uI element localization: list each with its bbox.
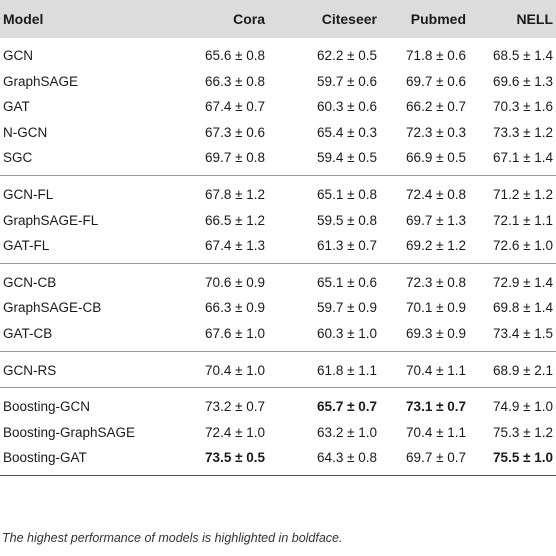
row-model-name: GraphSAGE-CB	[3, 300, 102, 316]
cell-nell: 73.3 ± 1.2	[493, 124, 553, 140]
cell-nell: 68.9 ± 2.1	[493, 362, 553, 378]
cell-pubmed: 69.3 ± 0.9	[406, 326, 466, 341]
table-bottom-rule	[0, 475, 556, 476]
cell-nell: 68.5 ± 1.4	[493, 48, 553, 63]
cell-cora: 65.6 ± 0.8	[205, 48, 265, 63]
cell-cora: 67.8 ± 1.2	[205, 187, 265, 202]
column-header-cora: Cora	[233, 11, 265, 27]
column-header-model: Model	[3, 11, 44, 27]
group-divider	[0, 350, 556, 352]
cell-pubmed: 69.7 ± 0.6	[406, 73, 466, 89]
cell-pubmed: 72.3 ± 0.3	[406, 124, 466, 140]
cell-pubmed: 69.7 ± 0.7	[406, 450, 466, 466]
cell-citeseer: 65.7 ± 0.7	[317, 399, 377, 415]
cell-cora: 67.6 ± 1.0	[205, 326, 265, 341]
row-model-name: Boosting-GraphSAGE	[3, 424, 136, 440]
row-model-name: N-GCN	[3, 124, 48, 140]
cell-nell: 69.6 ± 1.3	[493, 73, 553, 89]
row-model-name: GCN-CB	[3, 274, 57, 290]
cell-citeseer: 60.3 ± 0.6	[317, 99, 377, 115]
cell-citeseer: 59.4 ± 0.5	[317, 150, 377, 166]
cell-pubmed: 71.8 ± 0.6	[406, 48, 466, 63]
cell-citeseer: 59.5 ± 0.8	[317, 212, 377, 228]
cell-pubmed: 66.9 ± 0.5	[406, 150, 466, 166]
cell-nell: 75.3 ± 1.2	[493, 424, 553, 440]
row-model-name: GraphSAGE-FL	[3, 212, 99, 228]
cell-cora: 70.4 ± 1.0	[205, 362, 265, 378]
cell-cora: 72.4 ± 1.0	[205, 424, 265, 440]
cell-cora: 69.7 ± 0.8	[205, 150, 265, 166]
cell-cora: 66.5 ± 1.2	[205, 212, 265, 228]
cell-cora: 66.3 ± 0.8	[205, 73, 265, 89]
cell-nell: 75.5 ± 1.0	[493, 450, 553, 466]
row-model-name: GCN	[3, 48, 33, 63]
cell-nell: 72.9 ± 1.4	[493, 274, 553, 290]
cell-citeseer: 61.8 ± 1.1	[317, 362, 377, 378]
cell-pubmed: 70.4 ± 1.1	[406, 424, 466, 440]
table-header-row	[0, 0, 556, 38]
row-model-name: GAT-CB	[3, 326, 53, 341]
cell-pubmed: 73.1 ± 0.7	[406, 399, 466, 415]
cell-citeseer: 63.2 ± 1.0	[317, 424, 377, 440]
row-model-name: Boosting-GCN	[3, 399, 91, 415]
row-model-name: GraphSAGE	[3, 73, 79, 89]
row-model-name: GAT	[3, 99, 30, 115]
cell-nell: 74.9 ± 1.0	[493, 399, 553, 415]
row-model-name: Boosting-GAT	[3, 450, 87, 466]
cell-cora: 67.4 ± 0.7	[205, 99, 265, 115]
group-divider	[0, 262, 556, 264]
cell-pubmed: 72.3 ± 0.8	[406, 274, 466, 290]
column-header-pubmed: Pubmed	[410, 11, 466, 27]
cell-nell: 73.4 ± 1.5	[493, 326, 553, 341]
column-header-nell: NELL	[516, 11, 553, 27]
row-model-name: SGC	[3, 150, 33, 166]
cell-citeseer: 65.1 ± 0.8	[317, 187, 377, 202]
column-header-citeseer: Citeseer	[321, 11, 377, 27]
cell-pubmed: 70.4 ± 1.1	[406, 362, 466, 378]
cell-nell: 72.1 ± 1.1	[493, 212, 553, 228]
cell-cora: 73.2 ± 0.7	[205, 399, 265, 415]
group-divider	[0, 175, 556, 176]
cell-citeseer: 65.1 ± 0.6	[317, 274, 377, 290]
cell-nell: 71.2 ± 1.2	[493, 187, 553, 202]
cell-cora: 73.5 ± 0.5	[205, 450, 265, 466]
cell-pubmed: 72.4 ± 0.8	[406, 187, 466, 202]
cell-nell: 72.6 ± 1.0	[493, 238, 553, 254]
cell-pubmed: 69.2 ± 1.2	[406, 238, 466, 254]
cell-nell: 67.1 ± 1.4	[493, 150, 553, 166]
cell-cora: 67.3 ± 0.6	[205, 124, 265, 140]
cell-pubmed: 66.2 ± 0.7	[406, 99, 466, 115]
cell-citeseer: 60.3 ± 1.0	[317, 326, 377, 341]
cell-citeseer: 59.7 ± 0.6	[317, 73, 377, 89]
cell-pubmed: 70.1 ± 0.9	[406, 300, 466, 316]
cell-citeseer: 61.3 ± 0.7	[317, 238, 377, 254]
cell-cora: 70.6 ± 0.9	[205, 274, 265, 290]
cell-cora: 67.4 ± 1.3	[205, 238, 265, 254]
row-model-name: GCN-RS	[3, 362, 57, 378]
row-model-name: GAT-FL	[3, 238, 50, 254]
cell-citeseer: 65.4 ± 0.3	[317, 124, 377, 140]
group-divider	[0, 387, 556, 389]
cell-pubmed: 69.7 ± 1.3	[406, 212, 466, 228]
cell-nell: 70.3 ± 1.6	[493, 99, 553, 115]
table-footnote: The highest performance of models is hig…	[2, 531, 343, 545]
cell-cora: 66.3 ± 0.9	[205, 300, 265, 316]
row-model-name: GCN-FL	[3, 187, 54, 202]
cell-citeseer: 62.2 ± 0.5	[317, 48, 377, 63]
cell-citeseer: 64.3 ± 0.8	[317, 450, 377, 466]
cell-nell: 69.8 ± 1.4	[493, 300, 553, 316]
cell-citeseer: 59.7 ± 0.9	[317, 300, 377, 316]
